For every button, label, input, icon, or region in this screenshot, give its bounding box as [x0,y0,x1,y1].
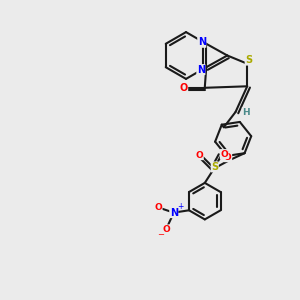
Text: O: O [220,149,228,158]
Text: S: S [211,162,218,172]
Text: O: O [154,203,162,212]
Text: N: N [198,37,206,47]
Text: N: N [170,208,178,218]
Text: H: H [242,107,250,116]
Text: O: O [179,83,188,93]
Text: O: O [196,151,203,160]
Text: +: + [177,202,184,211]
Text: O: O [224,153,232,162]
Text: O: O [163,225,171,234]
Text: N: N [197,64,205,75]
Text: S: S [245,55,252,65]
Text: −: − [157,230,164,239]
